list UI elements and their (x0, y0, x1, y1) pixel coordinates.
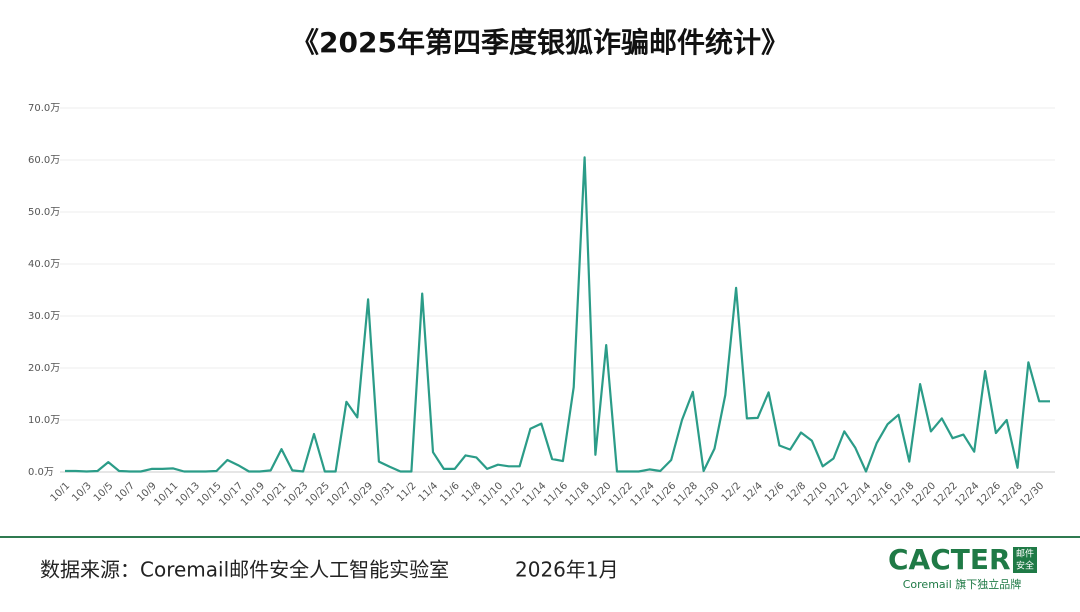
logo-slogan: Coremail 旗下独立品牌 (903, 577, 1022, 591)
x-tick-label: 10/1 (49, 480, 73, 504)
logo-badge-text: 邮件 (1016, 548, 1034, 560)
x-tick-label: 12/4 (741, 480, 765, 504)
logo-badge (1013, 547, 1037, 573)
y-tick-label: 30.0万 (28, 311, 60, 322)
x-tick-label: 12/2 (720, 480, 744, 504)
x-tick-label: 10/3 (70, 480, 94, 504)
footer-date: 2026年1月 (515, 558, 619, 582)
x-tick-label: 11/2 (395, 480, 419, 504)
y-tick-label: 20.0万 (28, 363, 60, 374)
y-tick-label: 40.0万 (28, 259, 60, 270)
footer-source: 数据来源：Coremail邮件安全人工智能实验室 (40, 558, 449, 582)
y-tick-label: 10.0万 (28, 415, 60, 426)
x-tick-label: 12/6 (763, 480, 787, 504)
logo-badge-text: 安全 (1016, 560, 1034, 572)
x-tick-label: 11/4 (417, 480, 441, 504)
y-tick-label: 50.0万 (28, 207, 60, 218)
logo-name: CACTER (888, 543, 1011, 576)
x-tick-label: 11/30 (694, 480, 722, 508)
x-tick-label: 11/6 (438, 480, 462, 504)
y-tick-label: 60.0万 (28, 155, 60, 166)
x-tick-label: 10/7 (114, 480, 138, 504)
series-line (65, 156, 1050, 473)
y-tick-label: 0.0万 (28, 467, 54, 478)
x-tick-label: 10/5 (92, 480, 116, 504)
y-tick-label: 70.0万 (28, 103, 60, 114)
x-tick-label: 12/30 (1018, 480, 1046, 508)
chart-title: 《2025年第四季度银狐诈骗邮件统计》 (291, 26, 789, 59)
x-tick-label: 10/31 (369, 480, 397, 508)
